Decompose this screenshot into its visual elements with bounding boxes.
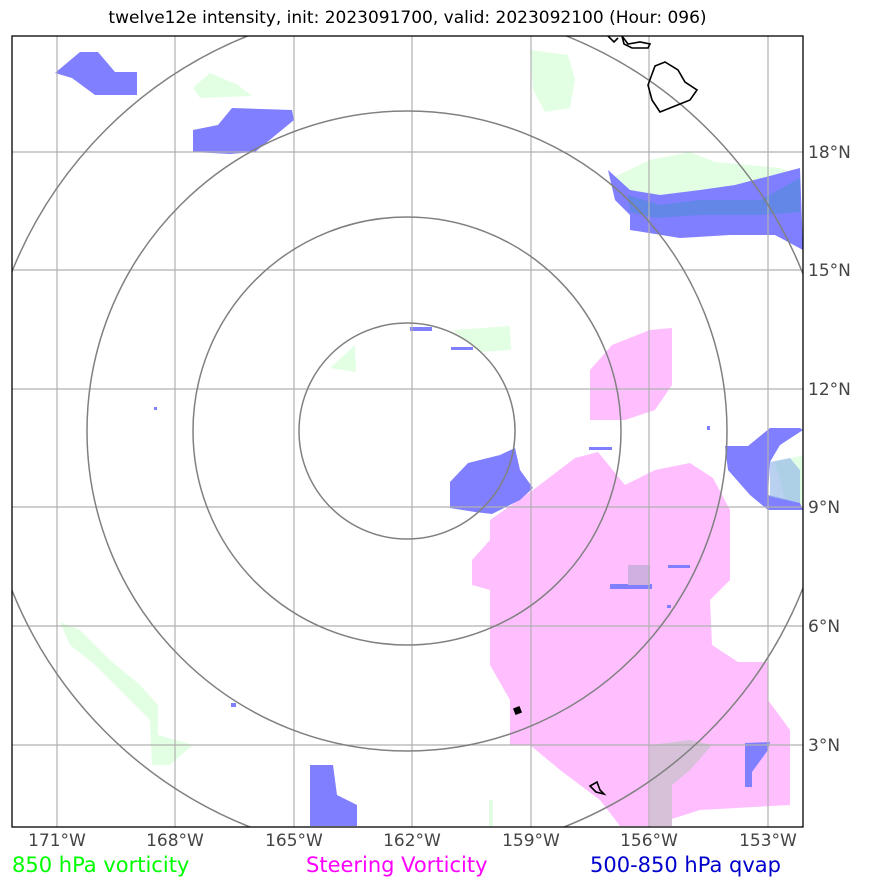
island-coastline bbox=[621, 36, 652, 49]
island-coastline bbox=[607, 36, 619, 44]
qvap-area bbox=[410, 327, 432, 331]
map-title: twelve12e intensity, init: 2023091700, v… bbox=[108, 8, 707, 28]
lat-tick-label: 9°N bbox=[808, 498, 840, 518]
steering-vorticity-layer bbox=[472, 328, 790, 826]
qvap-area bbox=[231, 703, 236, 707]
qvap-area bbox=[55, 52, 137, 95]
range-ring bbox=[192, 216, 622, 646]
qvap-area bbox=[589, 447, 612, 450]
lat-tick-label: 3°N bbox=[808, 736, 840, 756]
lon-tick-label: 171°W bbox=[28, 831, 86, 851]
range-ring bbox=[86, 110, 728, 752]
qvap-area bbox=[154, 407, 157, 410]
legend-qvap: 500-850 hPa qvap bbox=[590, 853, 781, 877]
legend-steering-vorticity: Steering Vorticity bbox=[306, 853, 488, 877]
gridlines bbox=[12, 36, 803, 827]
lon-tick-label: 168°W bbox=[146, 831, 204, 851]
overlap-area bbox=[628, 178, 800, 218]
lat-tick-label: 6°N bbox=[808, 617, 840, 637]
qvap-area bbox=[310, 765, 357, 826]
overlap-area bbox=[650, 740, 712, 826]
qvap-area bbox=[450, 448, 533, 514]
longitude-labels: 171°W 168°W 165°W 162°W 159°W 156°W 153°… bbox=[28, 831, 797, 851]
lon-tick-label: 165°W bbox=[265, 831, 323, 851]
qvap-area bbox=[451, 347, 473, 350]
vorticity-area bbox=[193, 73, 252, 98]
island-coastline bbox=[588, 780, 607, 796]
range-ring bbox=[298, 322, 516, 540]
vorticity-area bbox=[489, 800, 493, 826]
steering-area bbox=[590, 328, 672, 420]
vorticity-area bbox=[530, 50, 575, 112]
qvap-area bbox=[610, 584, 652, 589]
overlap-area bbox=[628, 565, 650, 585]
island-coastline bbox=[647, 61, 699, 113]
legend-850-vorticity: 850 hPa vorticity bbox=[12, 853, 190, 877]
latitude-labels: 18°N 15°N 12°N 9°N 6°N 3°N bbox=[808, 143, 851, 756]
qvap-area bbox=[745, 742, 770, 787]
qvap-area bbox=[667, 605, 671, 608]
overlap-layer bbox=[628, 178, 800, 826]
lat-tick-label: 12°N bbox=[808, 380, 851, 400]
steering-area bbox=[472, 452, 790, 826]
qvap-area bbox=[725, 428, 803, 510]
qvap-area bbox=[707, 426, 710, 430]
overlap-area bbox=[770, 458, 800, 503]
range-rings bbox=[12, 36, 803, 827]
qvap-area bbox=[668, 565, 690, 568]
plot-frame bbox=[11, 35, 804, 828]
vorticity-area bbox=[60, 622, 193, 765]
lon-tick-label: 162°W bbox=[383, 831, 441, 851]
island-coastline bbox=[512, 705, 523, 716]
lon-tick-label: 159°W bbox=[502, 831, 560, 851]
lat-tick-label: 15°N bbox=[808, 261, 851, 281]
vorticity-area bbox=[330, 345, 356, 372]
lon-tick-label: 156°W bbox=[620, 831, 678, 851]
coastlines bbox=[512, 36, 699, 796]
lon-tick-label: 153°W bbox=[739, 831, 797, 851]
lat-tick-label: 18°N bbox=[808, 143, 851, 163]
vorticity-area bbox=[453, 326, 511, 352]
qvap-area bbox=[193, 108, 294, 154]
